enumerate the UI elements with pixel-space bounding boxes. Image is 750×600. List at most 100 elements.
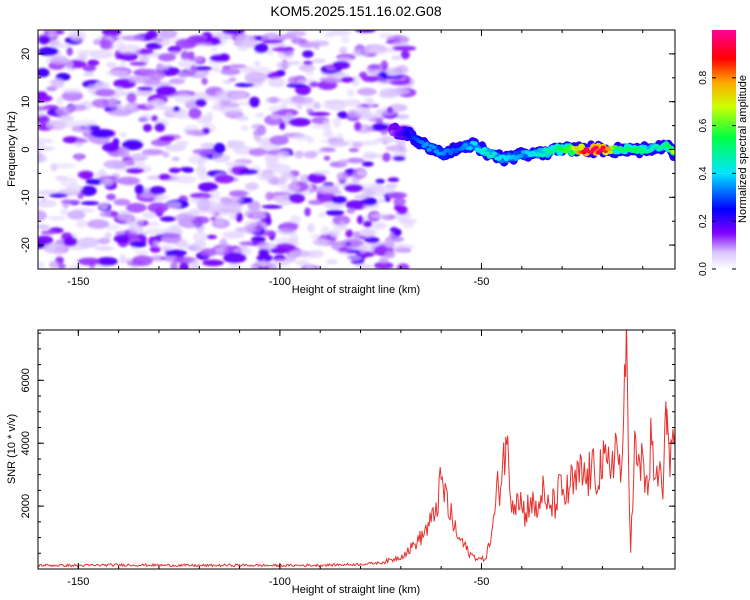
noise-blob [51,78,65,89]
noise-blob [219,238,228,250]
noise-blob [237,44,249,52]
noise-blob [240,66,256,74]
noise-blob [117,51,139,61]
noise-blob [240,125,249,131]
noise-blob [152,37,164,42]
noise-blob [119,147,130,159]
noise-blob [397,263,410,269]
noise-blob [149,246,162,253]
spectrogram-x-tick-label: -100 [269,276,291,288]
noise-blob [174,93,193,104]
noise-blob [269,135,290,146]
noise-blob [96,257,118,266]
noise-blob [234,82,255,88]
noise-blob [355,263,374,269]
noise-blob [159,135,176,142]
noise-blob [122,139,144,151]
noise-blob [171,156,180,162]
noise-blob [61,91,84,102]
noise-blob [392,244,410,254]
noise-blob [337,111,348,119]
noise-blob [143,228,167,235]
noise-blob [195,42,214,47]
noise-blob [235,34,255,45]
noise-blob [323,132,335,138]
noise-blob [99,201,109,211]
noise-blob [212,66,221,73]
noise-blob [375,178,385,184]
signal-blob [472,141,478,146]
noise-blob [38,261,46,268]
noise-blob [38,68,50,78]
noise-blob [173,256,197,264]
noise-blob [380,60,389,72]
noise-blob [363,220,373,228]
noise-blob [175,38,197,49]
noise-blob [289,215,302,224]
noise-blob [370,213,391,219]
noise-blob [265,191,274,201]
signal-blob [624,146,631,150]
noise-blob [195,98,207,107]
noise-blob [187,51,195,61]
noise-blob [363,197,378,206]
noise-blob [219,208,243,213]
noise-blob [166,201,182,209]
signal-blob [632,149,638,153]
noise-blob [206,234,217,240]
chart-title: KOM5.2025.151.16.02.G08 [270,3,441,19]
noise-blob [180,50,189,61]
noise-blob [346,88,355,97]
spectrogram-y-ticks: -20 -10 0 10 20 [20,29,675,270]
noise-blob [344,184,364,193]
noise-blob [279,121,286,130]
noise-blob [371,222,387,230]
noise-blob [142,149,164,156]
noise-blob [318,212,326,219]
noise-blob [207,95,218,101]
noise-blob [121,35,145,41]
noise-blob [146,30,158,40]
noise-blob [126,92,137,103]
noise-blob [137,86,154,91]
noise-blob [124,103,135,110]
noise-blob [248,96,260,108]
signal-blob [419,140,425,145]
noise-blob [38,152,44,163]
noise-blob [332,215,351,226]
noise-blob [155,64,170,71]
noise-blob [188,197,210,203]
noise-blob [401,220,414,229]
noise-blob [291,177,298,185]
noise-blob [192,148,216,155]
noise-blob [295,97,315,104]
spectrogram-x-tick-label: -150 [67,276,89,288]
noise-blob [386,88,410,95]
noise-blob [229,92,247,99]
noise-blob [131,255,153,267]
colorbar-tick-label: 0.6 [698,118,709,132]
noise-blob [295,259,310,266]
noise-blob [369,64,381,70]
noise-blob [38,235,54,246]
noise-blob [235,227,256,233]
snr-x-tick-label: -50 [474,576,490,588]
noise-blob [220,68,241,76]
noise-blob [134,184,144,195]
noise-blob [384,238,395,249]
noise-blob [378,71,388,78]
noise-blob [75,153,83,162]
signal-blob [542,147,548,152]
noise-blob [99,211,112,218]
noise-blob [50,55,69,65]
noise-blob [294,150,304,159]
noise-blob [389,226,399,233]
noise-blob [268,77,286,88]
noise-blob [193,71,209,76]
noise-blob [202,259,225,267]
noise-blob [353,106,367,116]
noise-blob [38,94,53,103]
noise-blob [345,229,354,238]
noise-blob [139,113,152,123]
